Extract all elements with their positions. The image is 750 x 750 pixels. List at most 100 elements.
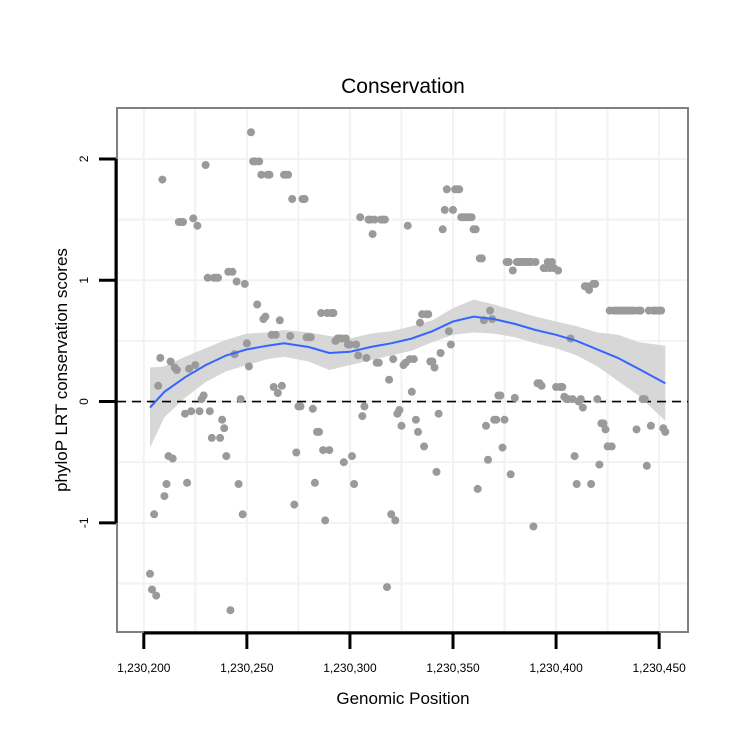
data-point <box>247 128 255 137</box>
data-point <box>467 213 476 222</box>
data-point <box>389 355 398 364</box>
data-point <box>187 407 196 416</box>
data-point <box>416 318 424 327</box>
data-point <box>156 353 165 362</box>
data-point <box>189 214 198 223</box>
data-point <box>374 358 383 367</box>
data-point <box>428 357 437 366</box>
x-tick-label: 1,230,250 <box>220 661 274 675</box>
data-point <box>646 421 655 430</box>
data-point <box>397 421 406 430</box>
data-point <box>504 258 513 266</box>
data-point <box>381 215 389 224</box>
data-point <box>640 395 649 404</box>
data-point <box>148 585 156 594</box>
x-tick-label: 1,230,350 <box>426 661 480 675</box>
data-point <box>220 424 229 433</box>
data-point <box>642 461 651 470</box>
data-point <box>383 583 391 592</box>
data-point <box>226 606 235 615</box>
data-point <box>440 205 449 214</box>
data-point <box>310 478 319 487</box>
y-axis: -1 0 1 2 <box>77 155 118 528</box>
data-point <box>455 185 464 194</box>
y-tick-label: -1 <box>77 517 91 528</box>
data-point <box>255 157 264 166</box>
data-point <box>356 213 365 222</box>
data-point <box>218 415 227 424</box>
data-point <box>657 306 666 315</box>
y-tick-label: 0 <box>77 398 91 405</box>
data-point <box>207 433 216 442</box>
data-point <box>420 442 429 451</box>
data-point <box>587 480 596 488</box>
data-point <box>234 480 243 488</box>
data-point <box>438 225 447 234</box>
data-point <box>554 266 563 275</box>
data-point <box>329 309 338 317</box>
y-axis-label: phyloP LRT conservation scores <box>52 248 71 492</box>
data-point <box>368 230 377 239</box>
x-tick-label: 1,230,300 <box>323 661 377 675</box>
data-point <box>595 460 604 469</box>
data-point <box>473 484 482 493</box>
data-point <box>290 500 299 509</box>
data-point <box>409 355 418 364</box>
data-point <box>191 361 200 370</box>
confidence-band <box>150 299 666 448</box>
data-point <box>277 381 286 390</box>
data-point <box>508 266 517 275</box>
data-point <box>345 340 354 349</box>
data-point <box>158 175 167 184</box>
data-point <box>195 407 204 416</box>
data-point <box>407 387 416 396</box>
data-point <box>185 364 194 373</box>
data-point <box>296 402 305 411</box>
data-point <box>205 407 214 416</box>
data-point <box>325 446 334 455</box>
data-point <box>288 195 297 203</box>
data-point <box>160 492 169 501</box>
data-point <box>238 510 247 519</box>
data-point <box>436 349 445 357</box>
x-tick-label: 1,230,450 <box>632 661 686 675</box>
data-point <box>591 279 600 288</box>
data-point <box>203 273 212 282</box>
data-point <box>576 395 585 404</box>
data-point <box>547 258 556 266</box>
data-point <box>486 306 495 315</box>
data-point <box>498 443 507 452</box>
data-point <box>395 406 404 414</box>
data-point <box>362 353 371 362</box>
data-point <box>269 383 278 391</box>
data-point <box>500 415 509 424</box>
data-point <box>537 381 546 390</box>
data-point <box>168 454 177 463</box>
data-point <box>482 421 490 430</box>
data-point <box>321 516 330 525</box>
data-points <box>146 128 670 615</box>
data-point <box>568 395 577 404</box>
data-point <box>257 170 266 179</box>
data-point <box>244 362 253 371</box>
data-point <box>585 285 594 294</box>
data-point <box>506 470 515 479</box>
data-point <box>529 522 538 531</box>
data-point <box>496 391 505 400</box>
data-point <box>414 427 422 436</box>
data-point <box>240 279 249 288</box>
data-point <box>471 225 480 234</box>
data-point <box>183 478 192 487</box>
data-point <box>352 340 361 349</box>
data-point <box>292 448 301 457</box>
data-point <box>300 195 309 203</box>
data-point <box>661 427 670 436</box>
data-point <box>370 215 379 224</box>
data-point <box>570 452 579 461</box>
y-tick-label: 1 <box>77 277 91 284</box>
data-point <box>354 351 363 360</box>
data-point <box>236 395 245 404</box>
data-point <box>531 258 540 266</box>
data-point <box>432 467 441 476</box>
